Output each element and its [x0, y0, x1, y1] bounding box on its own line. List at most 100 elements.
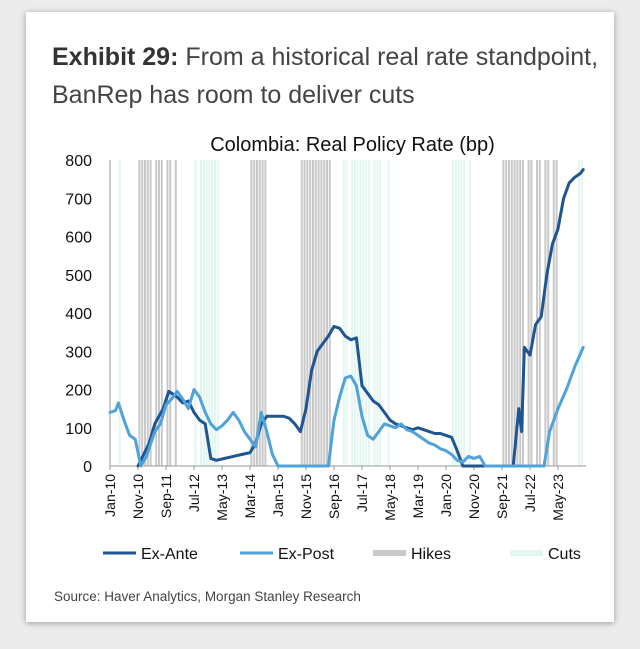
hikes-band [328, 160, 331, 466]
hikes-band [536, 160, 538, 466]
hikes-band [261, 160, 264, 466]
cuts-band [359, 160, 362, 466]
hikes-band [174, 160, 177, 466]
exhibit-label: Exhibit 29: [52, 43, 179, 71]
hikes-band [530, 160, 533, 466]
hikes-band [314, 160, 317, 466]
cuts-band [452, 160, 454, 466]
hikes-band [502, 160, 505, 466]
hikes-band [166, 160, 169, 466]
cuts-band [454, 160, 457, 466]
hikes-band [527, 160, 530, 466]
cuts-band [580, 160, 583, 466]
series-line-ex-post [108, 345, 585, 468]
hikes-band [555, 160, 558, 466]
y-tick-label: 300 [65, 344, 92, 361]
x-tick-label: Jan-20 [438, 474, 454, 517]
hikes-band [138, 160, 141, 466]
legend-label-cuts: Cuts [548, 546, 581, 563]
cuts-band [345, 160, 348, 466]
cuts-band [208, 160, 211, 466]
y-tick-label: 500 [65, 268, 92, 285]
hikes-band [160, 160, 163, 466]
x-tick-label: Sep-11 [158, 474, 174, 518]
y-tick-label: 700 [65, 191, 92, 208]
hikes-band [256, 160, 258, 466]
exhibit-card [26, 12, 614, 622]
x-tick-label: Nov-15 [298, 474, 314, 519]
x-tick-label: Jan-15 [270, 474, 286, 517]
series-line-ex-ante [136, 168, 585, 468]
y-tick-label: 400 [65, 306, 92, 323]
source-note: Source: Haver Analytics, Morgan Stanley … [54, 589, 361, 604]
cuts-band [457, 160, 460, 466]
hikes-band [258, 160, 261, 466]
y-tick-label: 100 [65, 421, 92, 438]
hikes-band [309, 160, 312, 466]
cuts-band [202, 160, 205, 466]
series-layer [108, 168, 585, 468]
x-tick-label: Sep-21 [494, 474, 510, 519]
hikes-band [326, 160, 328, 466]
hikes-band [513, 160, 516, 466]
exhibit-title: From a historical real rate standpoint, … [52, 43, 599, 109]
hikes-band [169, 160, 172, 466]
x-tick-label: Mar-14 [242, 474, 258, 519]
cuts-band [373, 160, 376, 466]
hikes-band [253, 160, 256, 466]
cuts-band [356, 160, 359, 466]
chart-title: Colombia: Real Policy Rate (bp) [210, 134, 495, 156]
cuts-band [379, 160, 382, 466]
y-tick-label: 0 [83, 459, 92, 476]
hikes-band [300, 160, 303, 466]
x-tick-label: Jan-10 [102, 474, 118, 517]
hikes-band [516, 160, 519, 466]
cuts-band [463, 160, 466, 466]
hikes-band [522, 160, 524, 466]
legend-label-ex-ante: Ex-Ante [141, 546, 198, 563]
x-tick-label: May-13 [214, 474, 230, 521]
x-tick-label: Nov-20 [466, 474, 482, 519]
hikes-band [312, 160, 314, 466]
legend-label-hikes: Hikes [411, 546, 451, 563]
x-tick-label: May-23 [550, 474, 566, 521]
hikes-band [505, 160, 508, 466]
hikes-band [323, 160, 326, 466]
hikes-band [250, 160, 253, 466]
hikes-band [544, 160, 547, 466]
cuts-band [351, 160, 354, 466]
cuts-band [211, 160, 214, 466]
cuts-band [376, 160, 379, 466]
hikes-band [552, 160, 555, 466]
exhibit-heading: Exhibit 29: From a historical real rate … [52, 38, 612, 114]
cuts-band [342, 160, 345, 466]
cuts-band [468, 160, 471, 466]
x-tick-label: Jul-12 [186, 474, 202, 512]
legend-label-ex-post: Ex-Post [278, 546, 335, 563]
hikes-band [508, 160, 510, 466]
hikes-band [320, 160, 323, 466]
x-tick-label: Sep-16 [326, 474, 342, 519]
x-tick-label: Mar-19 [410, 474, 426, 519]
hikes-band [144, 160, 146, 466]
hikes-band [146, 160, 149, 466]
cuts-band [205, 160, 208, 466]
cuts-band [118, 160, 121, 466]
cuts-band [578, 160, 580, 466]
hikes-band [155, 160, 158, 466]
cuts-band [368, 160, 370, 466]
hikes-band [538, 160, 541, 466]
hikes-band [317, 160, 320, 466]
hikes-band [519, 160, 522, 466]
x-tick-label: Nov-10 [130, 474, 146, 519]
hikes-band [264, 160, 267, 466]
x-tick-label: Jul-17 [354, 474, 370, 512]
cuts-band [387, 160, 390, 466]
hikes-band [547, 160, 550, 466]
hikes-band [158, 160, 160, 466]
chart-legend: Ex-Ante Ex-Post Hikes Cuts [103, 546, 581, 563]
cuts-band [362, 160, 365, 466]
y-tick-label: 800 [65, 153, 92, 170]
y-tick-label: 600 [65, 230, 92, 247]
